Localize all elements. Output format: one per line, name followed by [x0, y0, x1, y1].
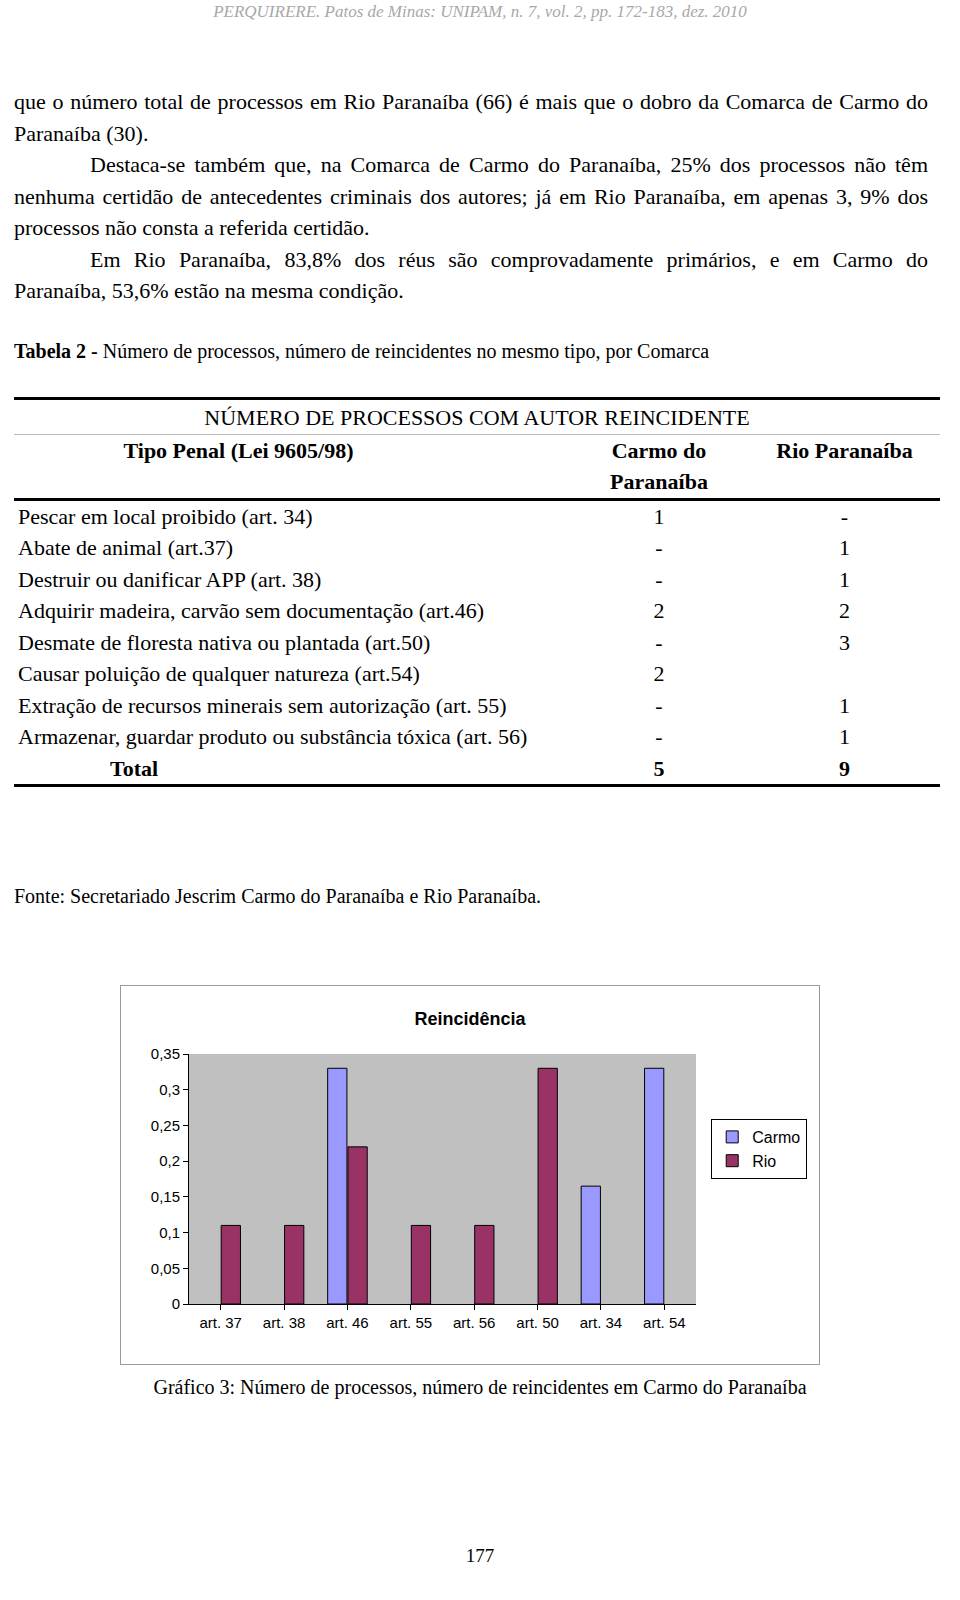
svg-text:Reincidência: Reincidência [414, 1009, 526, 1029]
html-text:Tabela 2 - Número de processos: Tabela 2 - Número de processos, número d… [14, 340, 710, 362]
svg-text:art. 55: art. 55 [390, 1314, 433, 1331]
svg-text:0,05: 0,05 [151, 1260, 180, 1277]
html-text:Extração de recursos minerais: Extração de recursos minerais sem autori… [18, 692, 507, 718]
html-text:Gráfico 3: Número de processos: Gráfico 3: Número de processos, número d… [153, 1376, 807, 1398]
html-text:NÚMERO DE PROCESSOS COM AUTOR: NÚMERO DE PROCESSOS COM AUTOR REINCIDENT… [204, 405, 750, 430]
html-text:1: 1 [839, 724, 850, 749]
svg-text:art. 38: art. 38 [263, 1314, 306, 1331]
html-text:3: 3 [839, 629, 850, 655]
html-text:Adquirir madeira, carvão sem d: Adquirir madeira, carvão sem documentaçã… [18, 598, 485, 623]
svg-text:0,3: 0,3 [159, 1081, 180, 1098]
html-text:9: 9 [839, 755, 850, 781]
html-text:Tipo Penal (Lei 9605/98): Tipo Penal (Lei 9605/98) [123, 437, 354, 463]
html-text:Abate de animal (art.37): Abate de animal (art.37) [18, 535, 233, 560]
svg-text:art. 54: art. 54 [643, 1314, 686, 1331]
html-text:1: 1 [839, 566, 850, 592]
svg-text:art. 56: art. 56 [453, 1314, 496, 1331]
html-text:2: 2 [653, 598, 665, 623]
svg-text:art. 37: art. 37 [199, 1314, 242, 1331]
html-text:Total: Total [110, 755, 159, 781]
svg-text:art. 50: art. 50 [516, 1314, 559, 1331]
html-text:177: 177 [465, 1545, 495, 1566]
html-text:1: 1 [653, 503, 665, 529]
html-text:Causar poluição de qualquer na: Causar poluição de qualquer natureza (ar… [18, 661, 420, 686]
svg-text:art. 34: art. 34 [580, 1314, 623, 1331]
html-text:Carmo do Paranaíba: Carmo do Paranaíba [610, 437, 708, 494]
html-text:2: 2 [839, 598, 850, 623]
svg-text:art. 46: art. 46 [326, 1314, 369, 1331]
svg-text:0,15: 0,15 [151, 1188, 180, 1205]
svg-text:0,1: 0,1 [159, 1224, 180, 1241]
html-text:1: 1 [839, 692, 850, 718]
html-text:Pescar em local proibido (art.: Pescar em local proibido (art. 34) [18, 503, 313, 529]
svg-text:0,25: 0,25 [151, 1117, 180, 1134]
html-text:PERQUIRERE. Patos de Minas: UN: PERQUIRERE. Patos de Minas: UNIPAM, n. 7… [213, 2, 747, 21]
svg-text:Rio: Rio [752, 1153, 776, 1170]
html-text:Fonte: Secretariado Jescrim Ca: Fonte: Secretariado Jescrim Carmo do Par… [14, 885, 542, 907]
html-text:1: 1 [839, 535, 850, 560]
html-text:que o número total de processo: que o número total de processos em Rio P… [14, 89, 928, 146]
html-text:Destruir ou danificar APP (art: Destruir ou danificar APP (art. 38) [18, 566, 322, 592]
svg-text:0,2: 0,2 [159, 1152, 180, 1169]
html-text:Desmate de floresta nativa ou: Desmate de floresta nativa ou plantada (… [18, 629, 431, 655]
html-text:Rio Paranaíba: Rio Paranaíba [776, 437, 913, 463]
html-text:2: 2 [653, 661, 665, 686]
html-text:Em Rio Paranaíba, 83,8% dos ré: Em Rio Paranaíba, 83,8% dos réus são com… [14, 246, 928, 303]
html-text:5: 5 [653, 755, 665, 781]
html-text:Armazenar, guardar produto ou: Armazenar, guardar produto ou substância… [18, 724, 528, 749]
html-text:Destaca-se também que, na Coma: Destaca-se também que, na Comarca de Car… [14, 152, 928, 240]
svg-text:Carmo: Carmo [752, 1129, 800, 1146]
svg-text:0: 0 [172, 1295, 180, 1312]
svg-text:0,35: 0,35 [151, 1045, 180, 1062]
